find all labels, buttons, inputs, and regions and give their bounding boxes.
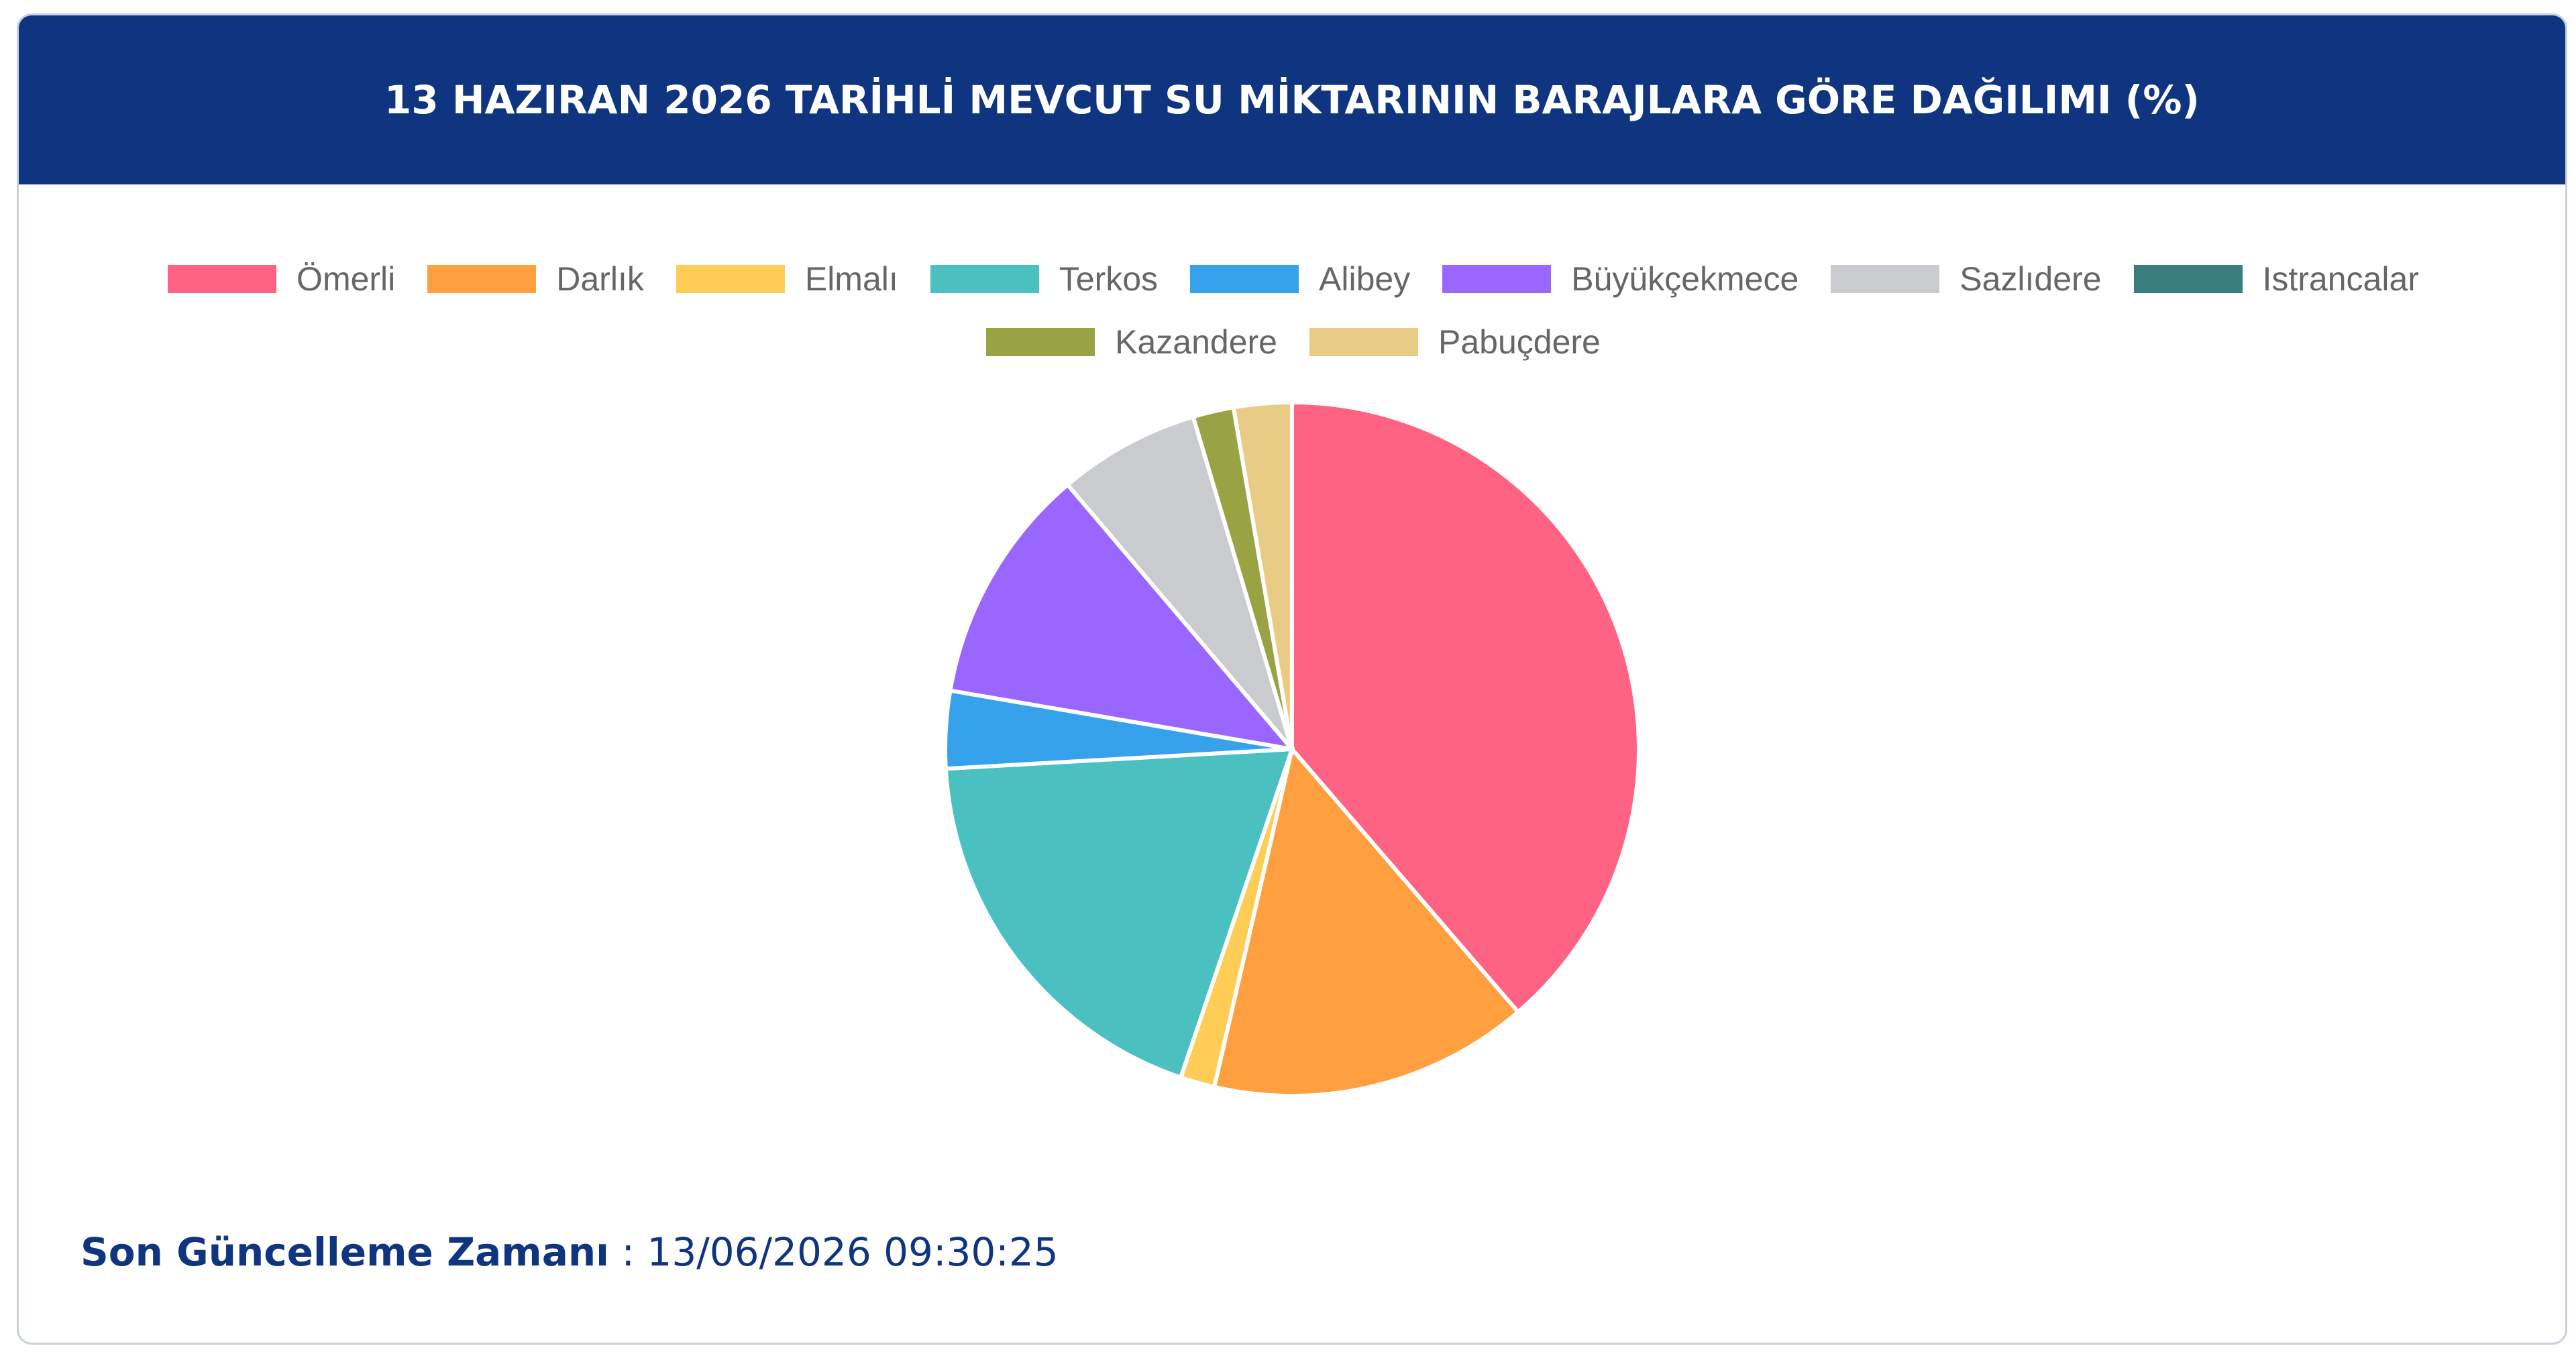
legend-label: Ömerli xyxy=(297,260,396,298)
legend-item[interactable]: Sazlıdere xyxy=(1831,260,2102,298)
legend-label: Sazlıdere xyxy=(1960,260,2102,298)
footer-label: Son Güncelleme Zamanı xyxy=(80,1229,610,1275)
pie-slice[interactable] xyxy=(1231,400,1294,750)
footer: Son Güncelleme Zamanı : 13/06/2026 09:30… xyxy=(80,1229,1059,1275)
legend-item[interactable]: Kazandere xyxy=(986,323,1277,361)
pie-slice[interactable] xyxy=(1290,400,1641,1015)
legend-label: Terkos xyxy=(1059,260,1159,298)
legend-label: Büyükçekmece xyxy=(1571,260,1799,298)
legend-label: Kazandere xyxy=(1115,323,1277,361)
legend-label: Istrancalar xyxy=(2262,260,2419,298)
card: 13 HAZIRAN 2026 TARİHLİ MEVCUT SU MİKTAR… xyxy=(17,13,2567,1345)
legend-item[interactable]: Istrancalar xyxy=(2133,260,2419,298)
legend-item[interactable]: Terkos xyxy=(930,260,1158,298)
legend-swatch xyxy=(1309,328,1418,356)
pie-chart xyxy=(943,400,1641,1098)
footer-value: : 13/06/2026 09:30:25 xyxy=(621,1229,1059,1275)
pie-slice[interactable] xyxy=(1065,414,1294,750)
legend-swatch xyxy=(1442,265,1552,293)
legend-item[interactable]: Elmalı xyxy=(676,260,898,298)
chart-title: 13 HAZIRAN 2026 TARİHLİ MEVCUT SU MİKTAR… xyxy=(384,77,2200,123)
pie-slice[interactable] xyxy=(1212,744,1521,1098)
legend-swatch xyxy=(1190,265,1299,293)
legend-swatch xyxy=(168,265,277,293)
legend-item[interactable]: Büyükçekmece xyxy=(1442,260,1799,298)
legend-label: Alibey xyxy=(1319,260,1411,298)
legend-label: Elmalı xyxy=(804,260,898,298)
legend-swatch xyxy=(427,265,537,293)
legend-item[interactable]: Alibey xyxy=(1190,260,1410,298)
legend-swatch xyxy=(930,265,1039,293)
legend-swatch xyxy=(1831,265,1940,293)
legend-item[interactable]: Darlık xyxy=(427,260,644,298)
pie-slice[interactable] xyxy=(947,482,1297,752)
legend-label: Darlık xyxy=(556,260,644,298)
legend: Ömerli Darlık Elmalı Terkos Alibey Büyükçekme… xyxy=(99,260,2487,361)
legend-swatch xyxy=(2133,265,2243,293)
header: 13 HAZIRAN 2026 TARİHLİ MEVCUT SU MİKTAR… xyxy=(19,15,2565,184)
legend-swatch xyxy=(986,328,1095,356)
legend-label: Pabuçdere xyxy=(1438,323,1601,361)
legend-item[interactable]: Pabuçdere xyxy=(1309,323,1601,361)
legend-item[interactable]: Ömerli xyxy=(168,260,395,298)
pie-slice[interactable] xyxy=(943,746,1295,1080)
legend-swatch xyxy=(676,265,785,293)
